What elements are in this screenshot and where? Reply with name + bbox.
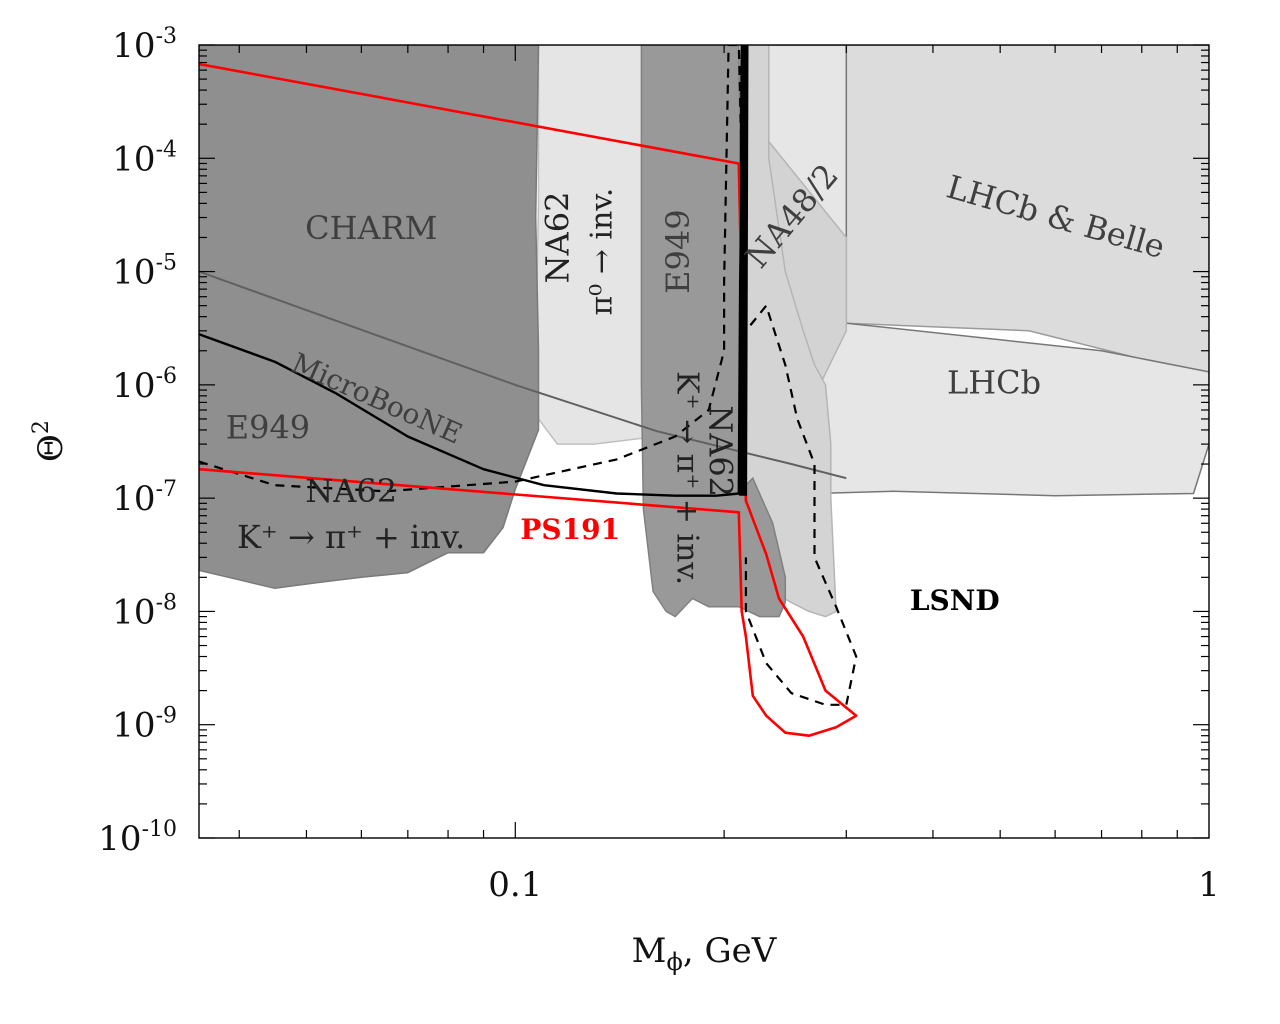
y-tick-label-0: 10-3: [112, 24, 177, 66]
y-tick-label-2: 10-5: [112, 251, 177, 293]
region-label-5: NA62: [539, 192, 577, 284]
x-axis-title: Mϕ, GeV: [632, 931, 778, 976]
region-label-12: LHCb: [947, 363, 1041, 401]
region-label-8: K⁺ → π⁺ + inv.: [670, 371, 705, 585]
y-tick-label-1: 10-4: [112, 137, 177, 179]
limit-curve-4: [739, 45, 749, 496]
y-axis-title: Θ2: [29, 420, 71, 462]
axis-ticks: [199, 44, 1209, 839]
x-tick-label-0: 0.1: [488, 865, 542, 905]
limit-curve-2: [199, 45, 858, 706]
limit-curve-1: [199, 45, 743, 497]
tick-labels: 0.1 1 10-3 10-4 10-5 10-6 10-7 10-8 10-9 10-10: [98, 24, 1220, 905]
y-tick-label-6: 10-9: [112, 704, 177, 746]
excluded-region-5: [199, 45, 540, 590]
region-label-14: LSND: [910, 584, 1000, 617]
y-tick-label-5: 10-8: [112, 590, 177, 632]
plot-frame: [198, 44, 1210, 839]
region-label-2: NA62: [305, 472, 397, 510]
region-label-1: E949: [226, 408, 310, 446]
excluded-regions: [199, 45, 1209, 618]
x-tick-label-1: 1: [1198, 865, 1220, 905]
limit-curve-3: [199, 62, 858, 738]
region-label-13: PS191: [520, 513, 620, 546]
limit-curve-0: [199, 270, 847, 480]
limit-curves: [199, 45, 858, 738]
y-tick-label-4: 10-7: [112, 477, 177, 519]
y-tick-label-7: 10-10: [98, 817, 177, 859]
region-label-9: NA62: [702, 405, 740, 497]
region-label-3: K⁺ → π⁺ + inv.: [237, 518, 465, 556]
region-label-0: CHARM: [305, 209, 437, 247]
y-tick-label-3: 10-6: [112, 364, 177, 406]
region-label-6: π⁰ → inv.: [584, 188, 619, 316]
region-label-7: E949: [659, 209, 697, 293]
